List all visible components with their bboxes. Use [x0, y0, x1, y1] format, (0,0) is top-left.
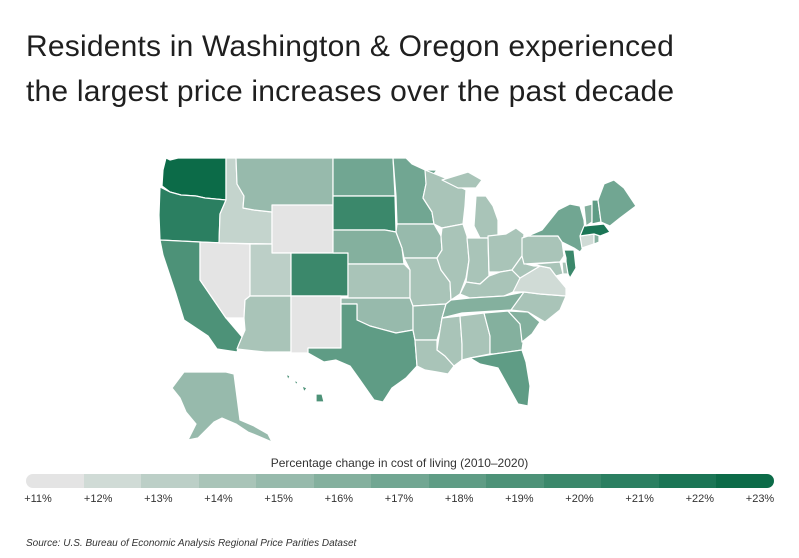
state-ak: [171, 371, 273, 443]
state-in: [465, 237, 490, 285]
legend-color-segment: [716, 474, 774, 488]
legend-color-segment: [83, 474, 142, 488]
legend-tick-label: +16%: [324, 493, 354, 505]
state-pa: [521, 235, 565, 265]
legend-tick-label: +22%: [685, 493, 715, 505]
legend-color-segment: [141, 474, 199, 488]
legend-color-segment: [26, 474, 84, 488]
state-ia: [395, 223, 443, 259]
state-az: [236, 295, 292, 353]
state-nd: [332, 157, 396, 197]
state-vt: [583, 203, 593, 227]
legend-color-segment: [543, 474, 602, 488]
legend-tick-label: +19%: [505, 493, 534, 505]
legend-tick-labels: +11% +12% +13% +14% +15% +16% +17% +18% +19% +20%…: [0, 493, 799, 509]
legend-tick-label: +18%: [444, 493, 474, 505]
legend-title: Percentage change in cost of living (201…: [270, 456, 529, 470]
legend-color-segment: [658, 474, 717, 488]
state-mt: [235, 157, 334, 213]
state-me: [597, 179, 637, 227]
legend-tick-label: +14%: [204, 493, 233, 505]
legend-tick-label: +21%: [625, 493, 654, 505]
state-co: [290, 252, 349, 297]
state-ny: [527, 203, 587, 253]
legend-tick-label: +20%: [565, 493, 594, 505]
chart-title: Residents in Washington & Oregon experie…: [26, 24, 786, 114]
legend-color-scale: [26, 474, 774, 488]
legend-tick-label: +11%: [24, 493, 52, 505]
legend-color-segment: [198, 474, 257, 488]
legend-tick-label: +17%: [384, 493, 414, 505]
state-ma: [579, 223, 611, 237]
state-hi: [285, 373, 325, 403]
legend-color-segment: [601, 474, 659, 488]
state-tx: [307, 303, 418, 403]
legend-tick-label: +23%: [745, 493, 775, 505]
legend-color-segment: [371, 474, 429, 488]
title-line-1: Residents in Washington & Oregon experie…: [26, 30, 675, 63]
legend-color-segment: [256, 474, 314, 488]
state-nm: [290, 295, 342, 354]
state-fl: [469, 349, 531, 407]
state-de: [561, 261, 569, 275]
legend-tick-label: +12%: [83, 493, 113, 505]
title-line-2: the largest price increases over the pas…: [26, 75, 675, 108]
state-md: [533, 261, 564, 277]
state-sd: [332, 195, 397, 233]
state-mi: [441, 171, 499, 239]
legend-color-segment: [428, 474, 487, 488]
state-ks: [347, 263, 411, 299]
legend-tick-label: +13%: [144, 493, 173, 505]
state-la: [414, 339, 455, 375]
us-choropleth-map: [158, 157, 637, 443]
legend-color-segment: [486, 474, 544, 488]
legend-tick-label: +15%: [264, 493, 293, 505]
source-note: Source: U.S. Bureau of Economic Analysis…: [26, 538, 357, 549]
state-wy: [271, 204, 334, 254]
legend-color-segment: [313, 474, 372, 488]
